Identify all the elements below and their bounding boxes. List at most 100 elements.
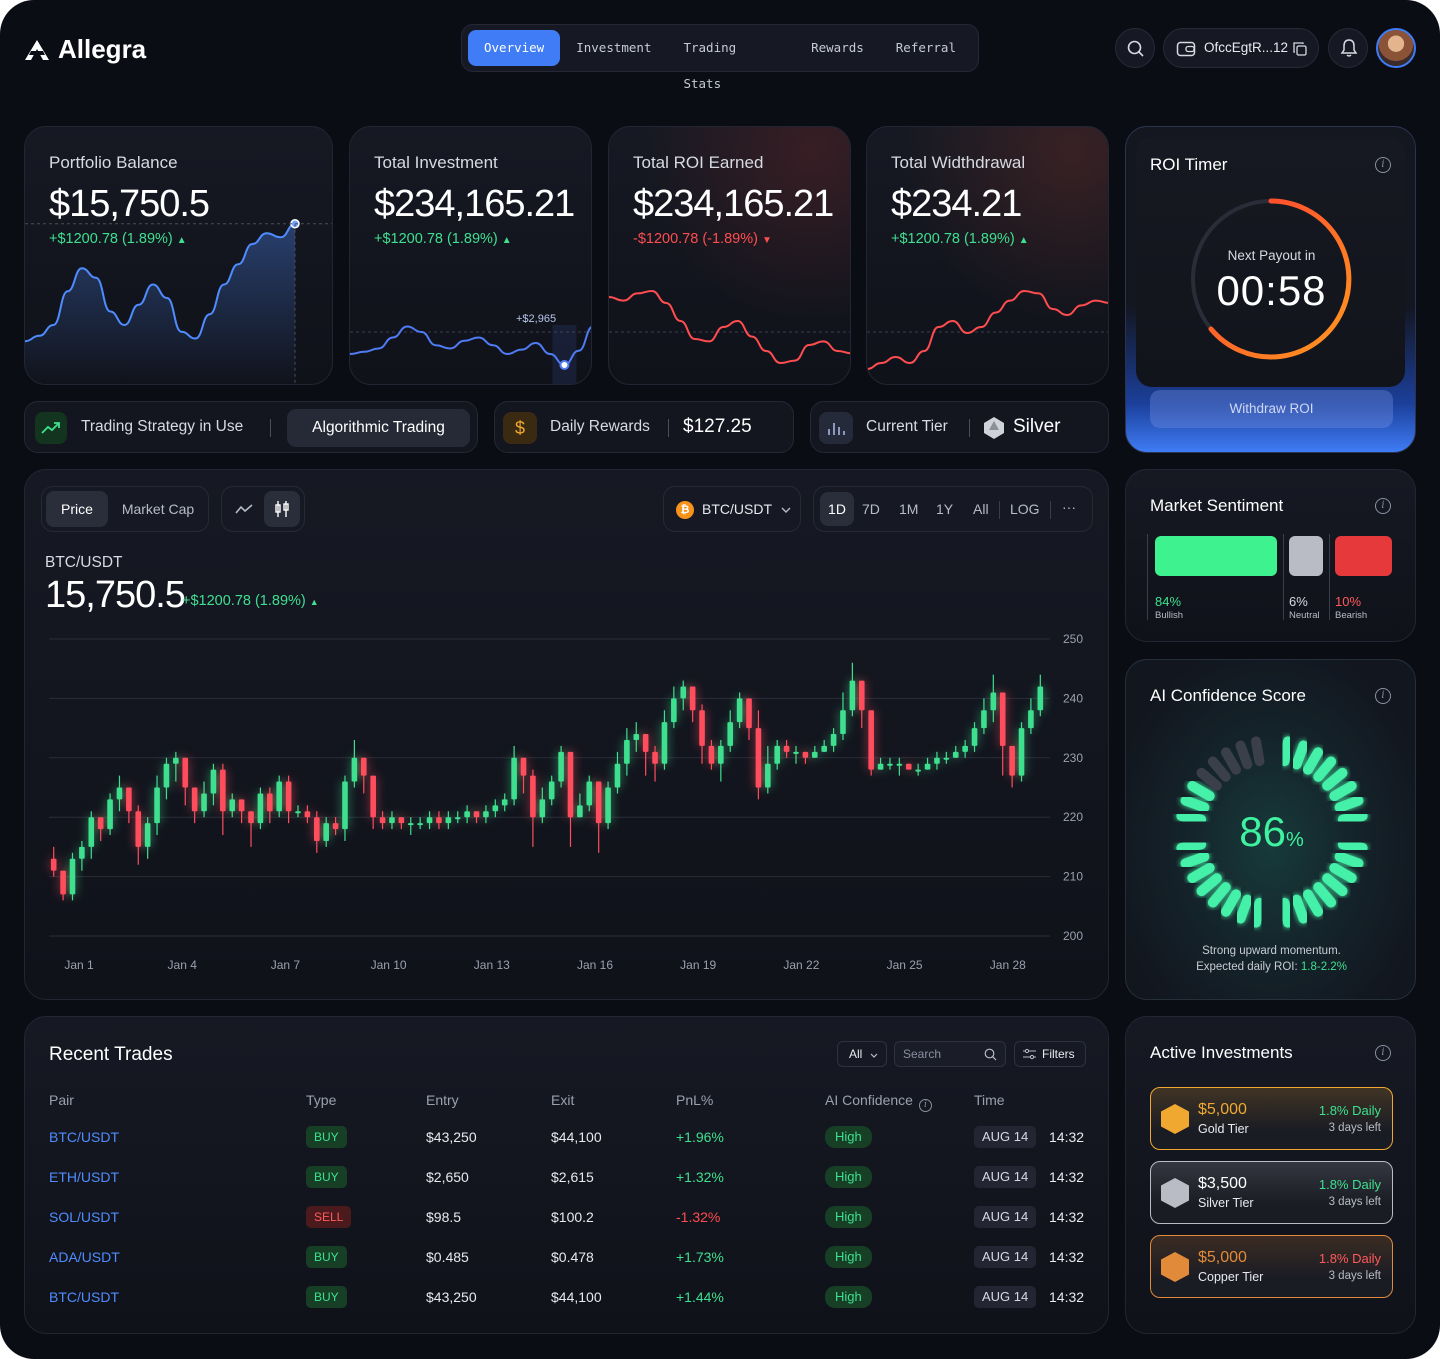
range-1m[interactable]: 1M (899, 501, 919, 517)
candle-body (718, 745, 724, 764)
user-avatar[interactable] (1376, 28, 1416, 68)
more-options-icon[interactable]: ··· (1062, 499, 1076, 515)
tier-coin-icon (1161, 1252, 1189, 1282)
candle-body (107, 799, 113, 830)
info-icon[interactable]: i (1375, 498, 1391, 514)
range-1d[interactable]: 1D (820, 492, 854, 526)
range-7d[interactable]: 7D (862, 501, 880, 517)
withdraw-roi-button[interactable]: Withdraw ROI (1150, 390, 1393, 428)
candlestick-button[interactable] (264, 491, 300, 527)
brand-logo[interactable]: Allegra (24, 34, 146, 65)
investment-item[interactable]: $3,500 Silver Tier 1.8% Daily 3 days left (1150, 1161, 1393, 1224)
candle-body (379, 817, 386, 824)
tab-trading-stats[interactable]: Trading Stats (683, 40, 737, 91)
dollar-icon: $ (503, 412, 537, 444)
candle-body (323, 823, 329, 841)
trade-pair[interactable]: ETH/USDT (49, 1169, 119, 1185)
candle-body (342, 781, 348, 830)
momentum-note: Strong upward momentum. (1202, 945, 1341, 957)
tab-investment[interactable]: Investment (576, 40, 652, 55)
rewards-value: $127.25 (683, 416, 752, 437)
confidence-badge: High (825, 1206, 872, 1228)
copy-icon[interactable] (1293, 42, 1307, 56)
investment-item[interactable]: $5,000 Copper Tier 1.8% Daily 3 days left (1150, 1235, 1393, 1298)
confidence-badge: High (825, 1246, 872, 1268)
sparkline-line (25, 222, 296, 343)
candle-body (126, 787, 132, 812)
column-header[interactable]: PnL% (676, 1092, 714, 1108)
column-header[interactable]: Type (306, 1092, 337, 1108)
candle-body (830, 734, 837, 746)
tab-referral[interactable]: Referral (895, 40, 956, 55)
score-value: 86 (1239, 808, 1286, 855)
line-chart-button[interactable] (226, 491, 262, 527)
candle-body (60, 870, 66, 895)
log-scale-toggle[interactable]: LOG (1010, 501, 1040, 517)
marker-highlight (552, 325, 577, 384)
strategy-value[interactable]: Algorithmic Trading (287, 409, 470, 447)
candle-body (492, 805, 499, 812)
filters-button[interactable]: Filters (1014, 1041, 1086, 1067)
table-row[interactable]: BTC/USDT BUY $43,250 $44,100 +1.44% High AUG 1… (25, 1284, 1108, 1310)
info-icon[interactable]: i (1375, 688, 1391, 704)
candle-body (389, 817, 395, 824)
table-row[interactable]: ETH/USDT BUY $2,650 $2,615 +1.32% High AUG 14 1… (25, 1164, 1108, 1190)
wallet-address-button[interactable]: OfccEgtR...12 (1163, 28, 1319, 68)
table-row[interactable]: SOL/USDT SELL $98.5 $100.2 -1.32% High AUG 14 1… (25, 1204, 1108, 1230)
confidence-badge: High (825, 1166, 872, 1188)
market-cap-tab[interactable]: Market Cap (121, 501, 195, 517)
next-payout-label: Next Payout in (1227, 248, 1316, 263)
candle-body (699, 710, 705, 746)
candle-body (680, 686, 687, 699)
gauge-segment-active (1313, 882, 1337, 908)
info-icon[interactable]: i (918, 1099, 932, 1112)
price-tab[interactable]: Price (46, 491, 108, 527)
trading-strategy-bar: Trading Strategy in Use Algorithmic Trad… (24, 401, 478, 453)
filter-all-select[interactable]: All (837, 1041, 887, 1067)
info-icon[interactable]: i (1375, 157, 1391, 173)
column-header[interactable]: AI Confidence i (825, 1092, 932, 1112)
candle-body (774, 745, 781, 764)
column-header[interactable]: Time (974, 1092, 1005, 1108)
table-row[interactable]: ADA/USDT BUY $0.485 $0.478 +1.73% High AUG 14 1… (25, 1244, 1108, 1270)
candle-body (765, 763, 771, 788)
search-input[interactable]: Search (894, 1041, 1006, 1067)
total-investment-card: Total Investment $234,165.21 +$1200.78 (… (349, 126, 592, 385)
candle-body (135, 811, 142, 847)
trade-pair[interactable]: ADA/USDT (49, 1249, 120, 1265)
pair-select[interactable]: ₿ BTC/USDT (663, 486, 801, 532)
candle-body (154, 787, 160, 824)
trade-pair[interactable]: BTC/USDT (49, 1289, 119, 1305)
divider (969, 419, 970, 437)
info-icon[interactable]: i (1375, 1045, 1391, 1061)
candle-body (642, 734, 649, 752)
candle-body (990, 692, 997, 711)
search-button[interactable] (1115, 28, 1155, 68)
range-1y[interactable]: 1Y (936, 501, 954, 517)
bearish-label: Bearish (1335, 610, 1368, 621)
candle-body (840, 710, 846, 735)
payout-countdown-ring (1191, 198, 1352, 360)
wallet-icon (1176, 41, 1196, 57)
gauge-segment-active (1221, 889, 1241, 917)
trade-pair[interactable]: BTC/USDT (49, 1129, 119, 1145)
range-all[interactable]: All (973, 501, 989, 517)
investment-item[interactable]: $5,000 Gold Tier 1.8% Daily 3 days left (1150, 1087, 1393, 1150)
tab-rewards[interactable]: Rewards (811, 40, 864, 55)
gauge-segment-active (1313, 756, 1337, 782)
tab-overview[interactable]: Overview (468, 30, 561, 66)
column-header[interactable]: Entry (426, 1092, 459, 1108)
gauge-segment-active (1322, 873, 1348, 897)
gauge-segment-active (1329, 781, 1357, 801)
trade-date: AUG 14 (974, 1246, 1037, 1268)
trade-pair[interactable]: SOL/USDT (49, 1209, 120, 1225)
roi-timer-card: ROI Timer i Next Payout in 00:58 Withdra… (1125, 126, 1416, 453)
column-header[interactable]: Pair (49, 1092, 74, 1108)
table-row[interactable]: BTC/USDT BUY $43,250 $44,100 +1.96% High AUG 1… (25, 1124, 1108, 1150)
candle-body (595, 781, 602, 824)
column-header[interactable]: Exit (551, 1092, 575, 1108)
candle-body (558, 751, 564, 782)
market-sentiment-card: Market Sentiment i 84% Bullish 6% Neutra… (1125, 469, 1416, 642)
notifications-button[interactable] (1328, 28, 1368, 68)
candle-body (201, 793, 207, 812)
